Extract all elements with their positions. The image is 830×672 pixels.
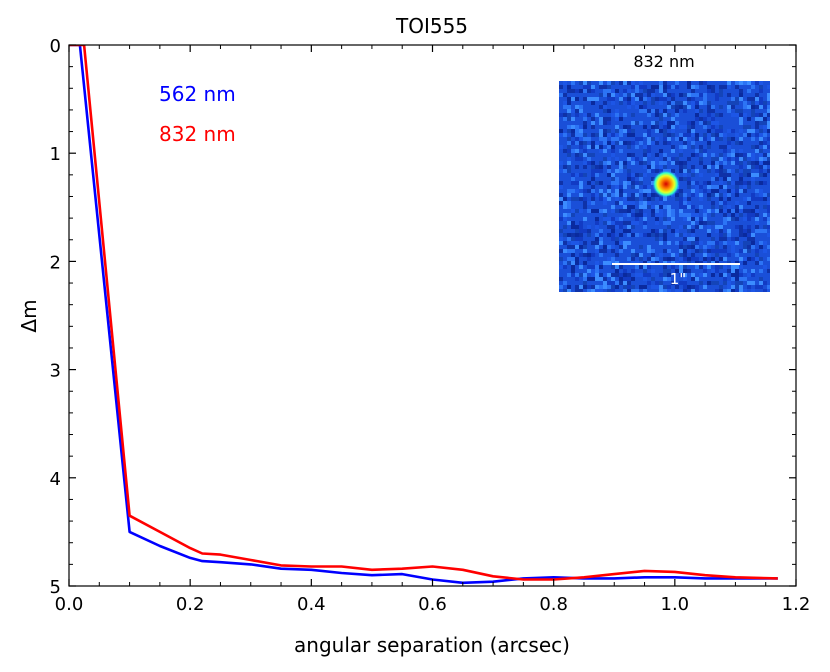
y-tick-label: 1 <box>50 144 61 165</box>
x-tick-label: 0.4 <box>297 594 326 615</box>
inset-title: 832 nm <box>633 52 694 71</box>
chart-title: TOI555 <box>395 14 468 38</box>
inset-speckle-image: 1" <box>559 81 770 292</box>
x-tick-label: 0.8 <box>539 594 568 615</box>
x-tick-label: 0.2 <box>176 594 205 615</box>
y-tick-label: 4 <box>50 469 61 490</box>
legend-entry-832: 832 nm <box>159 122 236 146</box>
x-axis-label: angular separation (arcsec) <box>294 633 570 657</box>
y-tick-label: 3 <box>50 361 61 382</box>
x-tick-label: 0.6 <box>418 594 447 615</box>
x-tick-label: 1.0 <box>661 594 690 615</box>
x-tick-label: 0.0 <box>55 594 84 615</box>
y-tick-label: 0 <box>50 36 61 57</box>
plot-frame <box>68 44 797 587</box>
inset-scale-label: 1" <box>670 270 686 288</box>
series-line-1 <box>69 45 778 581</box>
y-tick-label: 2 <box>50 252 61 273</box>
series-line-0 <box>69 45 778 585</box>
y-axis-label: Δm <box>17 299 41 332</box>
y-tick-label: 5 <box>50 577 61 598</box>
legend-entry-562: 562 nm <box>159 82 236 106</box>
inset-star <box>652 170 680 198</box>
x-tick-label: 1.2 <box>782 594 811 615</box>
